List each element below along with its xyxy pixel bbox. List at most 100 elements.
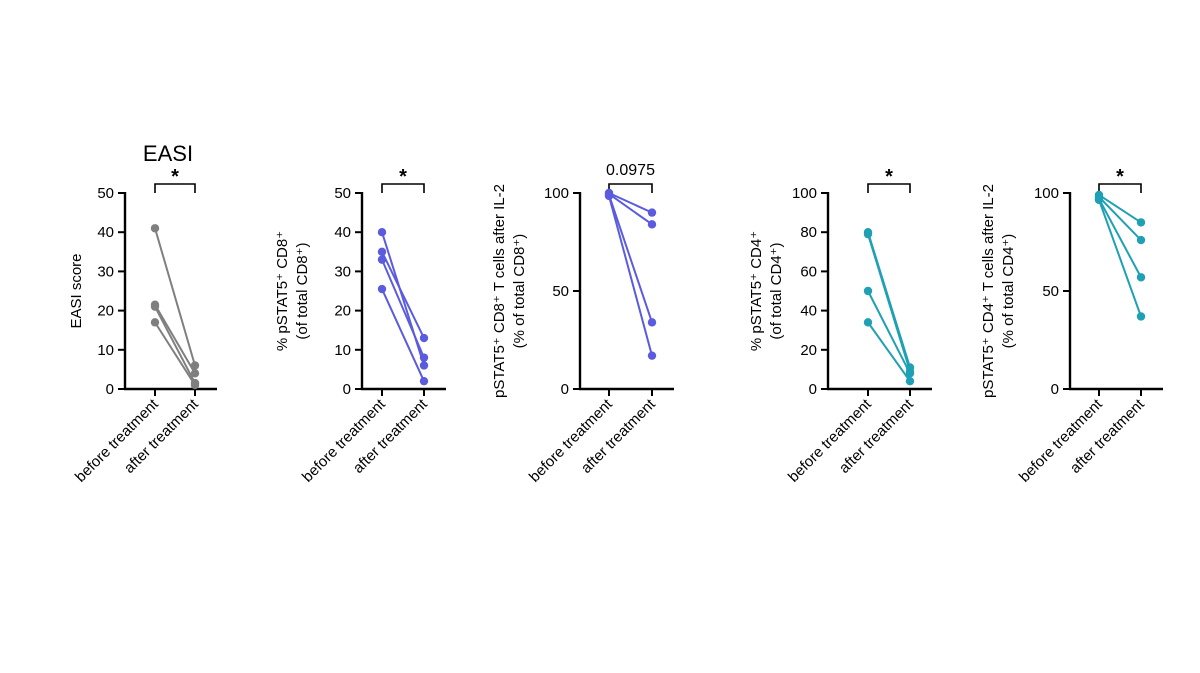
- y-tick-label: 20: [97, 303, 114, 320]
- data-point: [419, 333, 429, 343]
- y-axis-label-line: (% of total CD4⁺): [1000, 234, 1017, 349]
- series-line: [381, 231, 425, 366]
- series: [377, 255, 429, 362]
- series: [863, 286, 915, 378]
- x-tick-label: after treatment: [578, 395, 660, 477]
- series-line: [1098, 198, 1142, 278]
- y-tick-label: 50: [334, 185, 351, 202]
- data-point: [190, 380, 200, 390]
- series-line: [154, 228, 196, 366]
- series-line: [154, 304, 196, 374]
- y-axis-label: pSTAT5⁺ CD8⁺ T cells after IL-2 (% of tot…: [491, 184, 528, 398]
- y-tick-label: 0: [561, 381, 569, 398]
- data-point: [863, 318, 873, 327]
- y-tick-label: 30: [334, 263, 351, 280]
- series-line: [154, 321, 196, 386]
- data-point: [150, 224, 160, 233]
- y-axis-label-line: % pSTAT5⁺ CD8⁺: [274, 231, 291, 351]
- y-axis-label-line: (of total CD4⁺): [768, 242, 785, 339]
- y-tick-label: 20: [800, 342, 817, 359]
- data-point: [419, 361, 429, 370]
- data-point: [190, 369, 200, 378]
- series-line: [1098, 196, 1142, 241]
- data-point: [647, 351, 657, 360]
- data-point: [1136, 218, 1146, 227]
- significance-bracket: [867, 183, 911, 193]
- series: [1094, 195, 1146, 321]
- x-tick-label: after treatment: [1067, 395, 1149, 477]
- significance-bracket: [608, 183, 653, 193]
- data-point: [377, 247, 387, 256]
- series-line: [867, 290, 911, 374]
- y-tick-label: 100: [544, 185, 569, 202]
- data-point: [863, 286, 873, 296]
- y-axis-label-line: (of total CD8⁺): [294, 242, 311, 339]
- y-tick-label: 100: [1034, 185, 1059, 202]
- y-tick-label: 80: [800, 224, 817, 241]
- data-point: [905, 376, 915, 386]
- y-axis-label-line: pSTAT5⁺ CD4⁺ T cells after IL-2: [980, 184, 997, 398]
- y-axis-label: EASI score: [68, 253, 85, 328]
- series-line: [867, 233, 911, 372]
- significance-label: 0.0975: [606, 162, 655, 179]
- y-axis-label-line: pSTAT5⁺ CD8⁺ T cells after IL-2: [491, 184, 508, 398]
- y-tick-label: 30: [97, 263, 114, 280]
- data-point: [190, 361, 200, 370]
- series-line: [1098, 199, 1142, 317]
- y-tick-label: 60: [800, 263, 817, 280]
- series-line: [867, 321, 911, 382]
- data-point: [150, 318, 160, 327]
- series-line: [608, 193, 653, 226]
- series: [150, 224, 200, 370]
- series-line: [381, 288, 425, 382]
- y-tick-label: 0: [106, 381, 114, 398]
- significance-bracket: [154, 183, 196, 193]
- significance-bracket: [1098, 183, 1142, 193]
- series: [863, 318, 915, 386]
- y-tick-label: 40: [334, 224, 351, 241]
- series-line: [608, 192, 653, 214]
- y-axis-label: pSTAT5⁺ CD4⁺ T cells after IL-2 (% of tot…: [980, 184, 1017, 398]
- data-point: [1136, 235, 1146, 245]
- chart-title: EASI: [143, 141, 193, 166]
- series-line: [608, 195, 653, 356]
- data-point: [905, 369, 915, 378]
- data-point: [377, 255, 387, 264]
- y-tick-label: 100: [792, 185, 817, 202]
- y-tick-label: 40: [97, 224, 114, 241]
- significance-bracket: [381, 183, 425, 193]
- y-tick-label: 50: [97, 185, 114, 202]
- x-tick-label: after treatment: [836, 395, 918, 477]
- series: [604, 191, 657, 360]
- data-point: [647, 220, 657, 229]
- data-point: [419, 353, 429, 362]
- significance-label: *: [171, 166, 179, 188]
- series-line: [608, 194, 653, 323]
- significance-label: *: [1116, 166, 1124, 188]
- series: [377, 284, 429, 386]
- y-tick-label: 20: [334, 303, 351, 320]
- y-axis-label: % pSTAT5⁺ CD8⁺ (of total CD8⁺): [274, 231, 311, 351]
- y-tick-label: 0: [1051, 381, 1059, 398]
- y-axis-label-line: (% of total CD8⁺): [511, 234, 528, 349]
- data-point: [377, 228, 387, 237]
- y-tick-label: 40: [800, 303, 817, 320]
- data-point: [377, 284, 387, 294]
- data-point: [604, 191, 614, 201]
- y-axis-label-line: EASI score: [68, 253, 85, 328]
- series-line: [381, 259, 425, 359]
- data-point: [1094, 195, 1104, 205]
- series: [150, 318, 200, 390]
- y-axis-label: % pSTAT5⁺ CD4⁺ (of total CD4⁺): [748, 231, 785, 351]
- y-tick-label: 0: [809, 381, 817, 398]
- y-axis-label-line: % pSTAT5⁺ CD4⁺: [748, 231, 765, 351]
- y-tick-label: 50: [1042, 283, 1059, 300]
- data-point: [863, 229, 873, 239]
- y-tick-label: 0: [343, 381, 351, 398]
